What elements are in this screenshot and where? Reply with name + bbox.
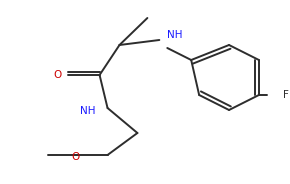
Text: F: F [283, 90, 289, 100]
Text: O: O [72, 152, 80, 162]
Text: O: O [54, 70, 62, 80]
Text: NH: NH [167, 30, 183, 40]
Text: NH: NH [80, 106, 96, 116]
